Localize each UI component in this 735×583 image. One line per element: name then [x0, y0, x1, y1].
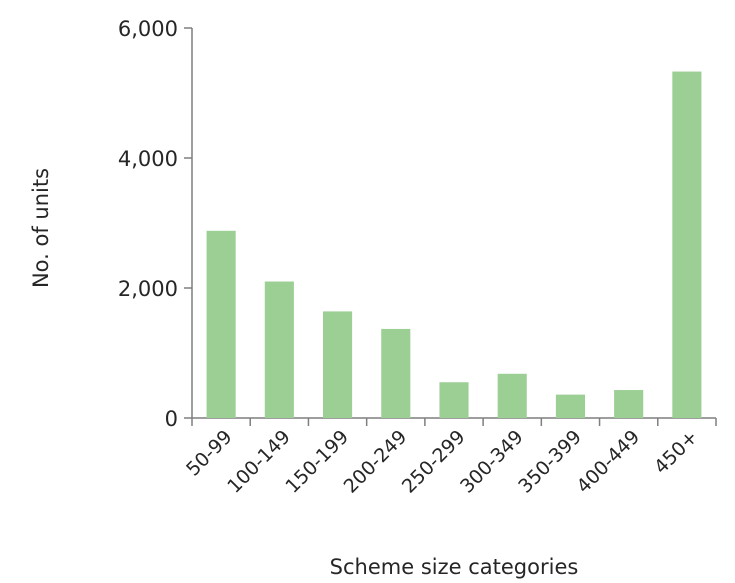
bar [672, 71, 702, 419]
x-axis-title: Scheme size categories [330, 555, 579, 579]
bar [439, 382, 469, 418]
bars [206, 71, 702, 419]
bar [381, 328, 411, 418]
y-axis-title: No. of units [29, 168, 53, 288]
x-tick-label: 50-99 [182, 426, 237, 481]
x-tick-label: 300-349 [456, 426, 528, 498]
x-tick-labels: 50-99100-149150-199200-249250-299300-349… [182, 426, 702, 498]
bar [614, 390, 644, 418]
x-tick-label: 350-399 [514, 426, 586, 498]
x-tick-label: 100-149 [223, 426, 295, 498]
x-tick-label: 400-449 [573, 426, 645, 498]
x-tick-label: 450+ [650, 426, 702, 478]
bar [206, 230, 236, 418]
y-tick-label: 0 [165, 407, 178, 431]
y-tick-label: 4,000 [118, 147, 178, 171]
bar [555, 394, 585, 418]
x-tick-label: 200-249 [340, 426, 412, 498]
bar [323, 311, 353, 418]
y-tick-labels: 0 2,000 4,000 6,000 [118, 17, 178, 431]
y-tick-label: 6,000 [118, 17, 178, 41]
y-axis [184, 27, 193, 419]
bar [264, 281, 294, 418]
x-tick-label: 150-199 [281, 426, 353, 498]
x-axis [191, 417, 717, 426]
bar [497, 373, 527, 418]
x-tick-label: 250-299 [398, 426, 470, 498]
y-tick-label: 2,000 [118, 277, 178, 301]
